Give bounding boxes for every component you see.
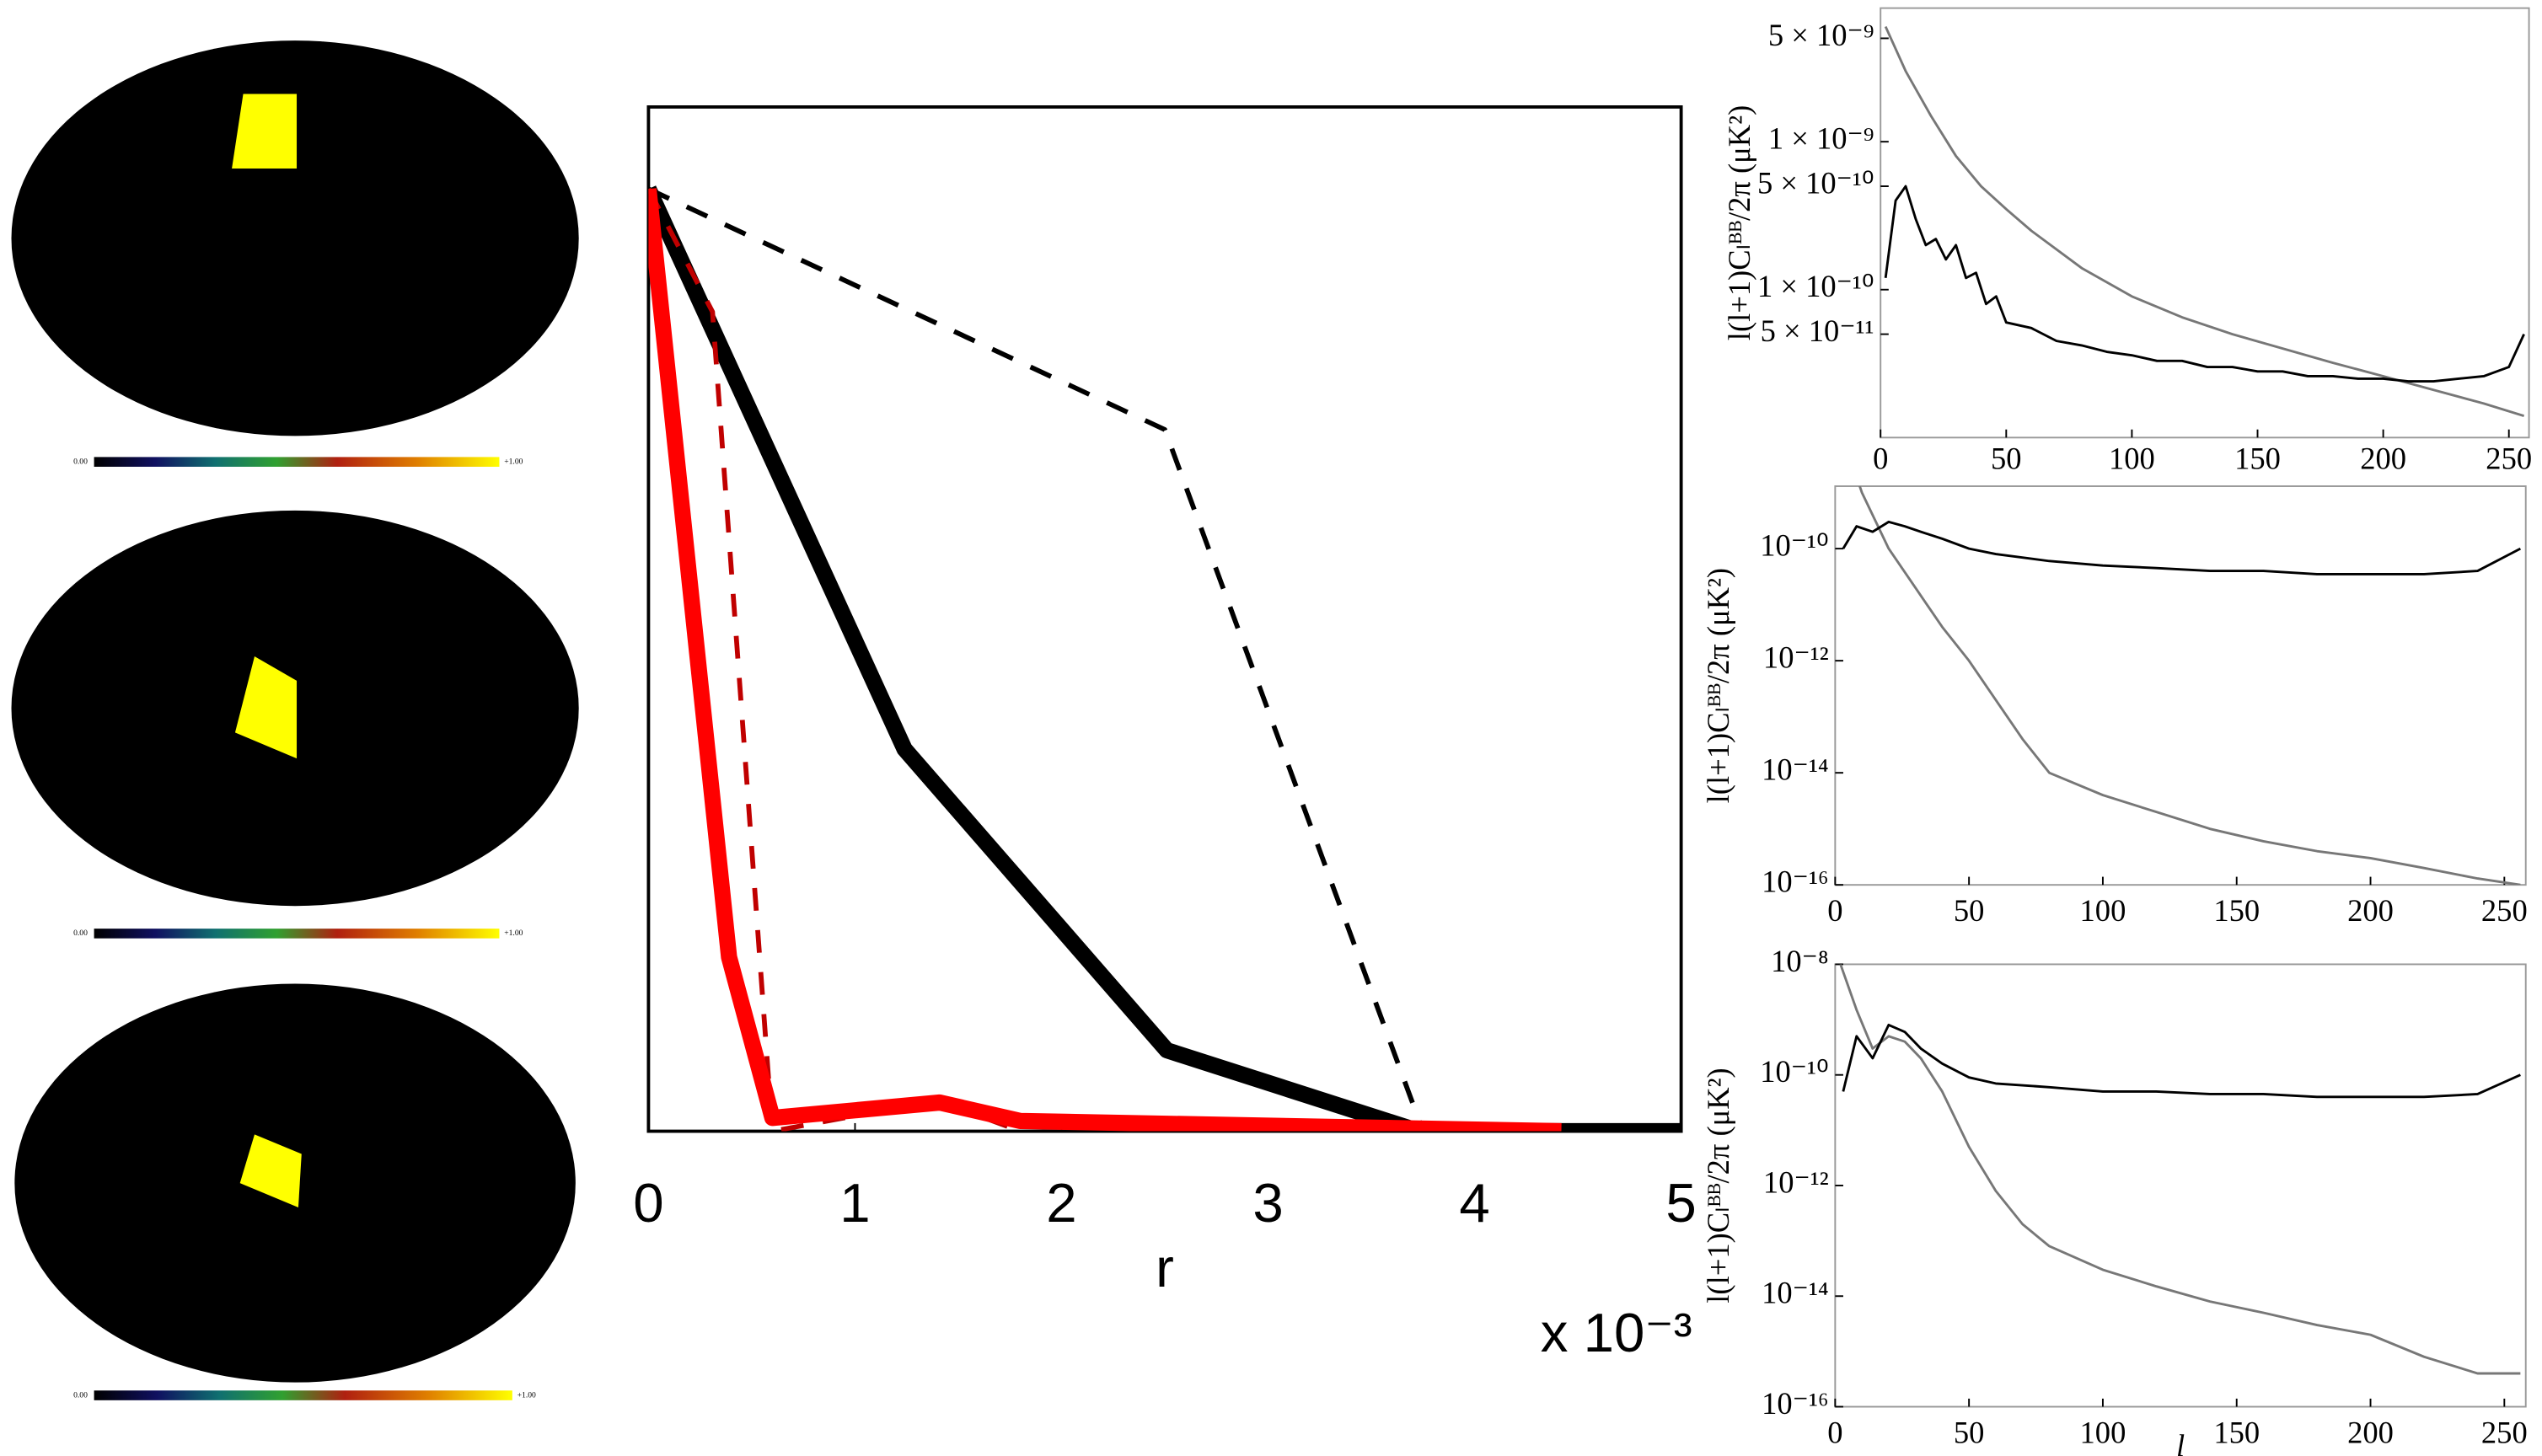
series-line bbox=[1858, 486, 2521, 886]
series-line bbox=[1839, 964, 2521, 1375]
series-line bbox=[648, 186, 1426, 1132]
y-tick-label: 10⁻⁸ bbox=[1771, 944, 1829, 978]
y-tick-label: 1 × 10⁻¹⁰ bbox=[1757, 269, 1874, 303]
x-tick-label: 0 bbox=[1827, 1416, 1842, 1450]
x-tick-label: 200 bbox=[2360, 442, 2406, 476]
map-1: 0.00 +1.00 bbox=[11, 40, 579, 467]
series-line bbox=[1842, 1023, 2521, 1099]
x-tick-label: 250 bbox=[2481, 893, 2528, 928]
colorbar-min: 0.00 bbox=[73, 1390, 88, 1400]
plot-frame bbox=[1834, 963, 2527, 1408]
x-tick-label: 250 bbox=[2486, 442, 2532, 476]
x-tick-label: 4 bbox=[1459, 1172, 1489, 1234]
series-line bbox=[1842, 520, 2522, 575]
x-tick-label: 2 bbox=[1046, 1172, 1076, 1234]
line-chart: 0 50 100 150 200 250 10⁻⁸ 10⁻¹⁰ 10⁻¹² 10⁻¹⁴ 10⁻¹⁶ l… bbox=[1701, 944, 2528, 1456]
x-tick-label: 50 bbox=[1991, 442, 2022, 476]
sky-map bbox=[11, 40, 579, 436]
x-tick-label: 0 bbox=[1827, 893, 1842, 928]
y-tick-label: 10⁻¹⁰ bbox=[1760, 528, 1828, 563]
mask-region bbox=[232, 94, 298, 169]
series-line bbox=[1884, 25, 2525, 418]
colorbar bbox=[94, 929, 500, 939]
y-tick-label: 10⁻¹⁶ bbox=[1762, 1386, 1829, 1421]
map-3: 0.00 +1.00 bbox=[14, 983, 576, 1400]
x-tick-label: 250 bbox=[2481, 1416, 2528, 1450]
x-axis-multiplier: x 10⁻³ bbox=[1541, 1302, 1692, 1363]
x-tick-label: 150 bbox=[2213, 893, 2260, 928]
mask-region bbox=[234, 656, 298, 759]
y-tick-label: 10⁻¹² bbox=[1763, 1164, 1829, 1199]
x-tick-label: 150 bbox=[2213, 1416, 2260, 1450]
line-chart: 0 50 100 150 200 250 10⁻¹⁰ 10⁻¹² 10⁻¹⁴ 10⁻¹⁶ l(l+1… bbox=[1701, 485, 2528, 928]
y-tick-label: 5 × 10⁻¹⁰ bbox=[1757, 165, 1874, 200]
map-2: 0.00 +1.00 bbox=[11, 510, 579, 939]
colorbar-max: +1.00 bbox=[504, 457, 523, 466]
y-axis-label: l(l+1)Cₗᴮᴮ/2π (μK²) bbox=[1701, 1068, 1735, 1303]
colorbar-min: 0.00 bbox=[73, 457, 88, 466]
colorbar-min: 0.00 bbox=[73, 929, 88, 938]
x-axis-label: l bbox=[2176, 1428, 2185, 1456]
series-line bbox=[1884, 185, 2525, 383]
line-chart: 0 1 2 3 4 5 r x 10⁻³ bbox=[633, 105, 1697, 1363]
y-tick-label: 10⁻¹² bbox=[1763, 640, 1829, 675]
x-tick-label: 200 bbox=[2347, 1416, 2394, 1450]
y-tick-label: 10⁻¹⁰ bbox=[1760, 1054, 1828, 1089]
colorbar-max: +1.00 bbox=[518, 1390, 536, 1400]
plot-frame bbox=[1834, 485, 2527, 886]
colorbar bbox=[94, 1390, 512, 1400]
colorbar-max: +1.00 bbox=[504, 929, 523, 938]
x-tick-label: 100 bbox=[2080, 893, 2126, 928]
y-tick-label: 10⁻¹⁶ bbox=[1762, 864, 1829, 899]
x-axis-label: r bbox=[1156, 1237, 1174, 1298]
y-tick-label: 10⁻¹⁴ bbox=[1762, 1276, 1829, 1310]
series-line bbox=[648, 185, 1681, 1132]
x-tick-label: 100 bbox=[2080, 1416, 2126, 1450]
x-tick-label: 100 bbox=[2109, 442, 2155, 476]
y-axis-label: l(l+1)Cₗᴮᴮ/2π (μK²) bbox=[1722, 105, 1756, 340]
x-tick-label: 3 bbox=[1252, 1172, 1283, 1234]
x-tick-label: 5 bbox=[1665, 1172, 1696, 1234]
y-axis-label: l(l+1)Cₗᴮᴮ/2π (μK²) bbox=[1701, 568, 1735, 803]
colorbar bbox=[94, 457, 500, 467]
plot-frame bbox=[1880, 7, 2530, 439]
y-tick-label: 5 × 10⁻¹¹ bbox=[1761, 313, 1874, 348]
line-chart: 0 50 100 150 200 250 5 × 10⁻⁹ 1 × 10⁻⁹ 5 × 10⁻¹⁰… bbox=[1722, 7, 2532, 476]
series-line bbox=[648, 188, 1562, 1132]
mask-region bbox=[239, 1134, 302, 1207]
x-tick-label: 200 bbox=[2347, 893, 2394, 928]
y-tick-label: 5 × 10⁻⁹ bbox=[1768, 18, 1874, 52]
x-tick-label: 150 bbox=[2234, 442, 2281, 476]
x-tick-label: 50 bbox=[1954, 893, 1985, 928]
x-tick-label: 0 bbox=[1873, 442, 1888, 476]
x-tick-label: 1 bbox=[839, 1172, 870, 1234]
y-tick-label: 10⁻¹⁴ bbox=[1762, 752, 1829, 787]
x-tick-label: 50 bbox=[1954, 1416, 1985, 1450]
y-tick-label: 1 × 10⁻⁹ bbox=[1768, 121, 1874, 156]
x-tick-label: 0 bbox=[633, 1172, 663, 1234]
